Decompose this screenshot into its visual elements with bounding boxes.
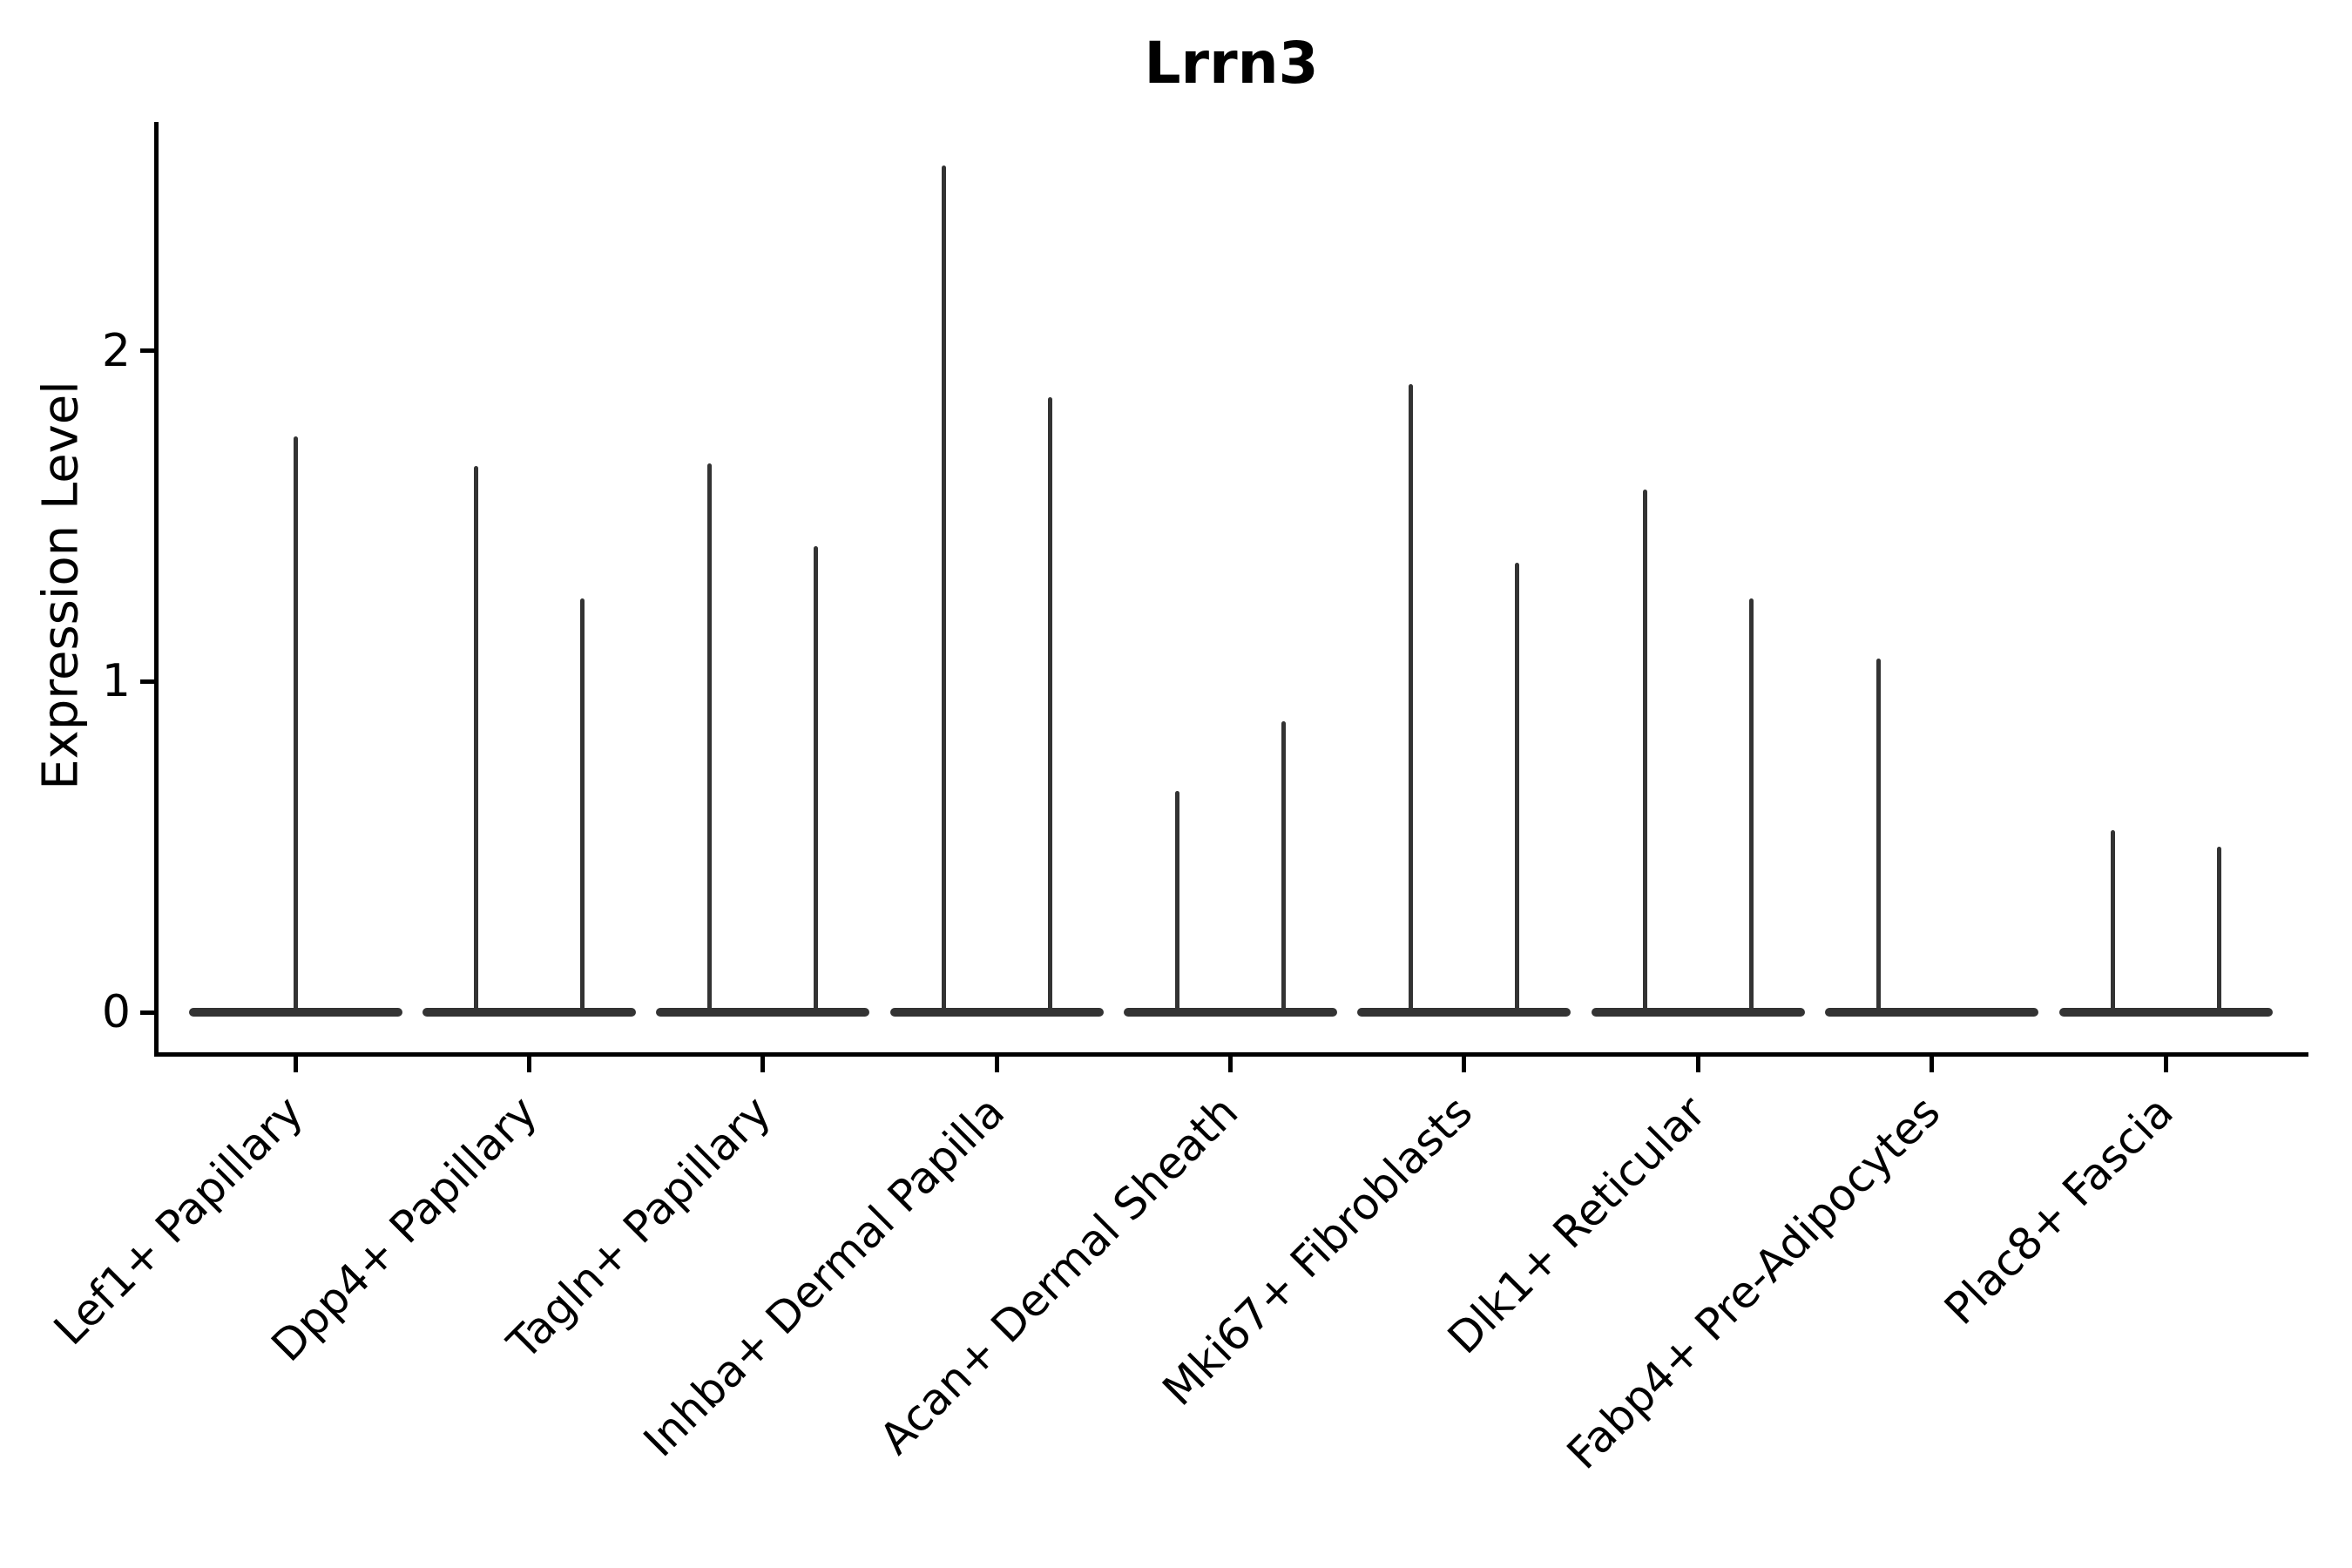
violin-spike bbox=[707, 463, 713, 1008]
x-tick-mark bbox=[1695, 1057, 1700, 1072]
violin-spike bbox=[941, 165, 946, 1008]
x-tick-mark bbox=[2163, 1057, 2168, 1072]
violin-base bbox=[1124, 1008, 1337, 1017]
violin-spike bbox=[1281, 720, 1286, 1008]
x-tick-label: Dpp4+ Papillary bbox=[261, 1086, 547, 1372]
violin-spike bbox=[1876, 658, 1882, 1008]
y-tick-label: 0 bbox=[101, 986, 131, 1038]
y-tick-mark bbox=[140, 1010, 154, 1015]
y-tick-mark bbox=[140, 348, 154, 354]
violin-base bbox=[656, 1008, 870, 1017]
violin-spike bbox=[1047, 396, 1052, 1008]
x-tick-mark bbox=[1462, 1057, 1467, 1072]
violin-spike bbox=[2110, 830, 2115, 1008]
x-tick-mark bbox=[760, 1057, 766, 1072]
y-axis-spine bbox=[154, 122, 159, 1057]
y-tick-label: 2 bbox=[101, 324, 131, 377]
x-tick-label: Plac8+ Fascia bbox=[1935, 1086, 2184, 1335]
x-axis-spine bbox=[154, 1052, 2308, 1057]
violin-base bbox=[188, 1008, 402, 1017]
y-tick-label: 1 bbox=[101, 655, 131, 708]
y-tick-mark bbox=[140, 679, 154, 684]
violin-base bbox=[2058, 1008, 2273, 1017]
violin-base bbox=[1591, 1008, 1805, 1017]
x-tick-mark bbox=[526, 1057, 531, 1072]
violin-spike bbox=[473, 466, 478, 1008]
violin-spike bbox=[1409, 383, 1414, 1008]
violin-spike bbox=[579, 598, 585, 1008]
violin-base bbox=[889, 1008, 1104, 1017]
x-tick-label: Lef1+ Papillary bbox=[44, 1086, 314, 1355]
violin-spike bbox=[1748, 598, 1754, 1008]
violin-spike bbox=[1175, 790, 1179, 1008]
x-tick-label: Tagln+ Papillary bbox=[497, 1086, 781, 1369]
x-tick-mark bbox=[1930, 1057, 1935, 1072]
violin-spike bbox=[293, 436, 298, 1008]
violin-spike bbox=[1515, 562, 1520, 1008]
violin-spike bbox=[814, 545, 819, 1008]
violin-base bbox=[1825, 1008, 2039, 1017]
y-axis-label: Expression Level bbox=[32, 381, 90, 790]
violin-spike bbox=[1642, 490, 1647, 1008]
violin-base bbox=[1357, 1008, 1571, 1017]
plot-title: Lrrn3 bbox=[1144, 30, 1319, 97]
x-tick-mark bbox=[994, 1057, 999, 1072]
violin-spike bbox=[2216, 847, 2221, 1008]
x-tick-label: Dlk1+ Reticular bbox=[1438, 1086, 1716, 1364]
x-tick-mark bbox=[1228, 1057, 1233, 1072]
x-tick-mark bbox=[293, 1057, 298, 1072]
violin-base bbox=[422, 1008, 636, 1017]
